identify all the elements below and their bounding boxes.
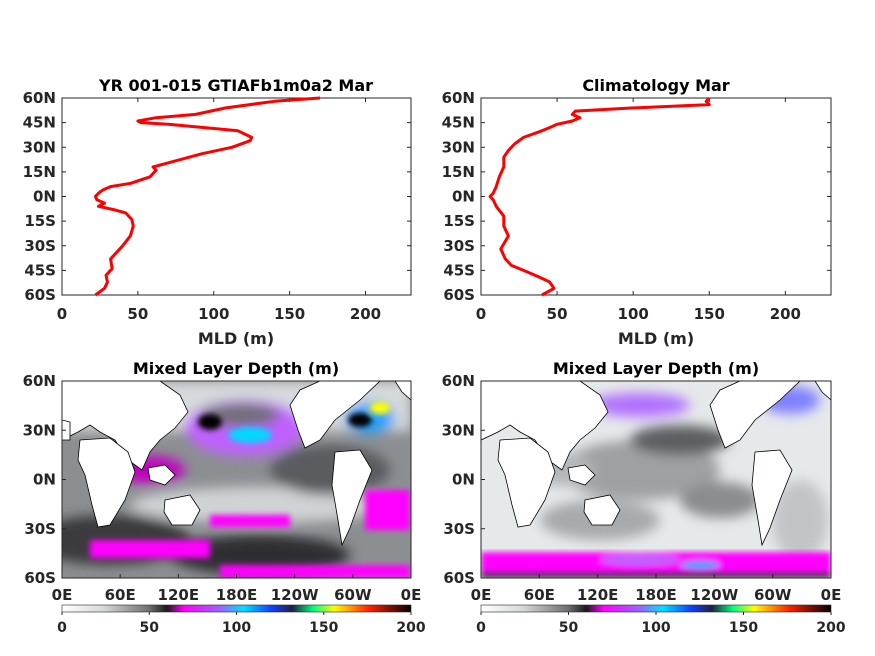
y-tick-label: 45S <box>24 261 56 279</box>
y-tick-label: 60S <box>24 286 56 304</box>
y-tick-label: 30N <box>442 421 475 439</box>
x-tick-label: 0 <box>476 305 486 323</box>
x-tick-label: 60E <box>105 586 136 604</box>
y-tick-label: 0N <box>33 471 56 489</box>
colorbar-tick-label: 50 <box>140 620 160 636</box>
x-tick-label: 120E <box>158 586 200 604</box>
y-tick-labels: 60N 30N 0N 30S 60S <box>442 372 485 587</box>
y-tick-label: 30N <box>23 421 56 439</box>
x-tick-label: 0E <box>821 586 842 604</box>
profile-panel-1: YR 001-015 GTIAFb1m0a2 Mar 60S45S30S15S0… <box>23 76 412 348</box>
x-tick-label: 180E <box>216 586 258 604</box>
y-tick-label: 15N <box>23 163 56 181</box>
y-tick-labels: 60S 45S 30S 15S 0N 15N 30N 45N 60N <box>442 89 831 304</box>
y-tick-label: 30S <box>443 520 475 538</box>
colorbar-tick-label: 0 <box>57 620 67 636</box>
x-tick-label: 120W <box>690 586 738 604</box>
colorbar-tick-label: 100 <box>222 620 251 636</box>
colorbar <box>61 604 412 613</box>
y-tick-label: 30N <box>23 138 56 156</box>
colorbar-tick-label: 50 <box>559 620 579 636</box>
x-tick-label: 60W <box>754 586 792 604</box>
x-tick-label: 100 <box>618 305 649 323</box>
mld-field <box>481 381 831 578</box>
x-tick-label: 120W <box>271 586 319 604</box>
x-axis-label: MLD (m) <box>198 329 274 348</box>
colorbar <box>480 604 832 613</box>
x-tick-label: 180E <box>635 586 677 604</box>
land <box>481 381 831 547</box>
chart-title: Mixed Layer Depth (m) <box>553 359 759 378</box>
x-tick-label: 150 <box>274 305 305 323</box>
x-tick-label: 0E <box>52 586 73 604</box>
y-tick-label: 15S <box>24 212 56 230</box>
x-tick-labels: 0 50 100 150 200 <box>57 98 381 323</box>
y-tick-label: 30S <box>443 237 475 255</box>
x-tick-label: 60E <box>524 586 555 604</box>
colorbar-tick-labels: 0 50 100 150 200 <box>476 612 846 636</box>
map-panel-2: Mixed Layer Depth (m) <box>442 359 846 636</box>
x-tick-label: 50 <box>547 305 568 323</box>
x-tick-label: 0 <box>57 305 67 323</box>
x-tick-label: 150 <box>694 305 725 323</box>
mld-profile-line <box>488 96 711 297</box>
y-tick-label: 45N <box>442 114 475 132</box>
y-tick-label: 60N <box>442 89 475 107</box>
colorbar-tick-label: 150 <box>729 620 758 636</box>
colorbar-tick-label: 200 <box>816 620 845 636</box>
y-tick-label: 0N <box>452 471 475 489</box>
y-tick-label: 0N <box>33 188 56 206</box>
x-tick-label: 100 <box>198 305 229 323</box>
y-tick-label: 60N <box>23 89 56 107</box>
map-panel-1: Mixed Layer Depth (m) <box>23 359 426 636</box>
y-tick-label: 30N <box>442 138 475 156</box>
x-tick-labels: 0E 60E 120E 180E 120W 60W 0E <box>52 574 422 604</box>
plot-area <box>480 97 832 296</box>
y-tick-label: 60S <box>443 286 475 304</box>
x-tick-label: 50 <box>127 305 148 323</box>
x-tick-label: 200 <box>770 305 801 323</box>
x-tick-label: 0E <box>471 586 492 604</box>
profile-panel-2: Climatology Mar 60S45S30S15S0N15N30N45N6… <box>442 76 832 348</box>
y-tick-label: 60N <box>23 372 56 390</box>
colorbar-tick-label: 200 <box>396 620 425 636</box>
x-tick-label: 0E <box>401 586 422 604</box>
x-tick-labels: 0 50 100 150 200 <box>476 98 801 323</box>
x-tick-label: 120E <box>577 586 619 604</box>
y-tick-label: 15N <box>442 163 475 181</box>
colorbar-tick-label: 150 <box>309 620 338 636</box>
y-tick-label: 60S <box>443 569 475 587</box>
x-tick-label: 200 <box>350 305 381 323</box>
y-tick-label: 60S <box>24 569 56 587</box>
chart-title: Mixed Layer Depth (m) <box>133 359 339 378</box>
y-tick-label: 45S <box>443 261 475 279</box>
chart-title: Climatology Mar <box>582 76 729 95</box>
y-tick-label: 45N <box>23 114 56 132</box>
y-tick-labels: 60S 45S 30S 15S 0N 15N 30N 45N 60N <box>23 89 411 304</box>
y-tick-label: 0N <box>452 188 475 206</box>
plot-area <box>61 97 412 296</box>
chart-title: YR 001-015 GTIAFb1m0a2 Mar <box>98 76 373 95</box>
x-axis-label: MLD (m) <box>618 329 694 348</box>
mld-profile-line <box>93 96 321 297</box>
mld-field <box>62 381 411 578</box>
colorbar-tick-label: 0 <box>476 620 486 636</box>
x-tick-labels: 0E 60E 120E 180E 120W 60W 0E <box>471 574 842 604</box>
x-tick-label: 60W <box>334 586 372 604</box>
y-tick-label: 60N <box>442 372 475 390</box>
colorbar-tick-label: 100 <box>641 620 670 636</box>
y-tick-label: 30S <box>24 237 56 255</box>
y-tick-label: 15S <box>443 212 475 230</box>
y-tick-labels: 60N 30N 0N 30S 60S <box>23 372 66 587</box>
colorbar-tick-labels: 0 50 100 150 200 <box>57 612 426 636</box>
y-tick-label: 30S <box>24 520 56 538</box>
